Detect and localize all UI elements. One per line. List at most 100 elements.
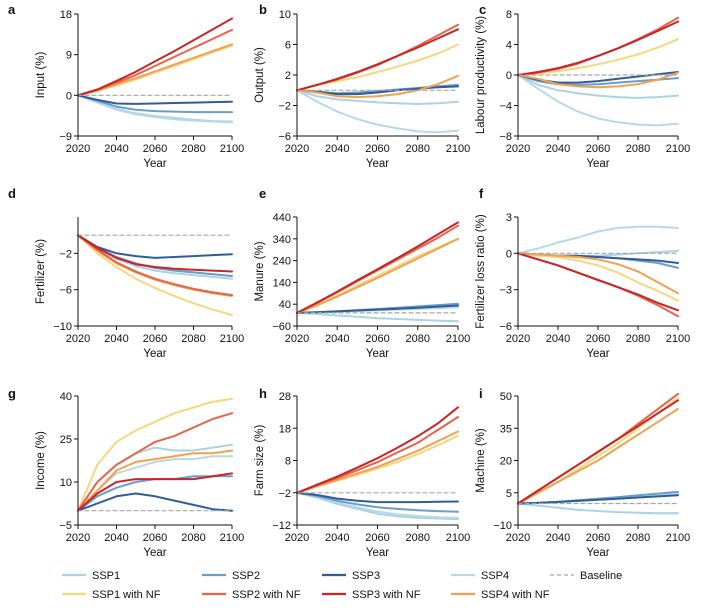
series-line-ssp3nf <box>517 252 679 312</box>
y-tick-label: −12 <box>272 520 291 532</box>
y-tick-label: 340 <box>273 234 291 246</box>
y-tick-label: 18 <box>279 423 291 435</box>
series-line-ssp4 <box>517 74 679 127</box>
series-line-ssp3nf <box>77 234 233 273</box>
legend-label: SSP3 with NF <box>352 589 421 601</box>
y-tick-label: 440 <box>273 212 291 224</box>
series-line-ssp1 <box>517 502 679 515</box>
legend-item-ssp3: SSP3 <box>322 570 380 582</box>
y-tick-label: 9 <box>66 50 72 62</box>
panel-letter: c <box>479 2 486 17</box>
x-tick-label: 2100 <box>666 143 690 155</box>
legend-item-ssp1: SSP1 <box>62 570 120 582</box>
series-line-ssp1nf <box>517 252 679 302</box>
y-tick-label: 8 <box>506 9 512 21</box>
series-line-ssp2 <box>77 475 233 512</box>
panel-e: e −60 40 140 240 340 440 2020 2040 2060 2080 2100 Ye… <box>254 186 470 360</box>
panel-letter: a <box>8 2 16 17</box>
x-tick-label: 2060 <box>143 333 167 345</box>
series-line-ssp1 <box>296 89 459 105</box>
series-line-ssp4 <box>517 225 679 255</box>
y-tick-label: −2 <box>59 248 72 260</box>
y-axis-label: Machine (%) <box>475 428 487 493</box>
series-line-ssp3 <box>77 94 233 105</box>
y-tick-label: −6 <box>499 321 512 333</box>
legend-label: SSP1 with NF <box>92 589 161 601</box>
x-axis-label: Year <box>366 158 389 170</box>
legend-label: Baseline <box>580 570 622 582</box>
series-line-ssp1 <box>296 311 459 323</box>
series-line-ssp2nf <box>296 23 459 92</box>
x-tick-label: 2040 <box>546 532 570 544</box>
panel-c: c −8 −4 0 4 8 2020 2040 2060 2080 2100 Year Labour p… <box>475 2 690 170</box>
x-axis-label: Year <box>366 348 389 360</box>
legend-label: SSP2 <box>232 570 260 582</box>
x-tick-label: 2080 <box>181 333 205 345</box>
x-tick-label: 2080 <box>181 143 205 155</box>
series-line-ssp4nf <box>296 237 459 314</box>
y-tick-label: −2 <box>278 488 291 500</box>
x-tick-label: 2100 <box>446 143 470 155</box>
series-line-ssp1nf <box>77 397 233 512</box>
y-axis-label: Input (%) <box>35 52 47 99</box>
legend-label: SSP4 <box>481 570 509 582</box>
y-tick-label: 25 <box>60 434 72 446</box>
x-tick-label: 2100 <box>446 333 470 345</box>
x-tick-label: 2100 <box>666 532 690 544</box>
series-line-ssp4 <box>296 89 459 134</box>
series-line-ssp2 <box>296 491 459 513</box>
y-tick-label: 10 <box>279 9 291 21</box>
y-tick-label: −10 <box>53 321 72 333</box>
series-line-ssp4nf <box>517 252 679 295</box>
series-line-ssp2 <box>77 94 233 114</box>
series-line-ssp4nf <box>296 430 459 494</box>
x-tick-label: 2100 <box>220 532 244 544</box>
series-line-ssp3 <box>77 234 233 259</box>
y-tick-label: −5 <box>59 520 72 532</box>
x-tick-label: 2060 <box>365 532 389 544</box>
x-tick-label: 2020 <box>285 143 309 155</box>
series-line-ssp1 <box>517 74 679 99</box>
panel-i: i −10 5 20 35 50 2020 2040 2060 2080 2100 Year Machi… <box>475 386 690 559</box>
legend-label: SSP2 with NF <box>232 589 301 601</box>
y-tick-label: 35 <box>500 423 512 435</box>
series-line-ssp3nf <box>296 406 459 494</box>
x-tick-label: 2060 <box>143 143 167 155</box>
x-tick-label: 2020 <box>285 333 309 345</box>
series-line-ssp3 <box>517 494 679 505</box>
panel-letter: g <box>8 386 16 401</box>
series-line-ssp1nf <box>77 234 233 317</box>
y-tick-label: 40 <box>279 299 291 311</box>
legend-item-ssp4: SSP4 <box>451 570 509 582</box>
x-tick-label: 2020 <box>66 532 90 544</box>
series-line-ssp4nf <box>517 71 679 89</box>
series-line-ssp3 <box>296 85 459 96</box>
y-tick-label: 40 <box>60 391 72 403</box>
series-line-ssp3nf <box>296 221 459 314</box>
y-axis-label: Manure (%) <box>254 241 266 301</box>
x-tick-label: 2060 <box>365 333 389 345</box>
x-tick-label: 2020 <box>506 333 530 345</box>
series-line-ssp3 <box>77 492 233 512</box>
y-tick-label: 18 <box>60 9 72 21</box>
y-tick-label: −10 <box>493 520 512 532</box>
x-tick-label: 2040 <box>104 333 128 345</box>
panel-letter: e <box>259 186 266 201</box>
series-line-ssp2nf <box>77 234 233 297</box>
series-line-ssp3nf <box>517 399 679 505</box>
x-tick-label: 2040 <box>104 143 128 155</box>
series-line-ssp3nf <box>77 472 233 512</box>
series-line-ssp3nf <box>77 17 233 97</box>
series-line-ssp4 <box>77 94 233 124</box>
series-line-ssp2nf <box>296 416 459 494</box>
y-axis-label: Output (%) <box>254 47 266 103</box>
legend-item-ssp3nf: SSP3 with NF <box>322 589 421 601</box>
legend-item-ssp2: SSP2 <box>202 570 260 582</box>
x-tick-label: 2100 <box>446 532 470 544</box>
panel-letter: f <box>479 186 484 201</box>
y-axis-label: Fertilizer (%) <box>35 239 47 304</box>
panel-d: d −10 −6 −2 2020 2040 2060 2080 2100 Year Fertiliz… <box>8 186 244 360</box>
x-tick-label: 2040 <box>546 143 570 155</box>
series-line-ssp3nf <box>517 20 679 76</box>
